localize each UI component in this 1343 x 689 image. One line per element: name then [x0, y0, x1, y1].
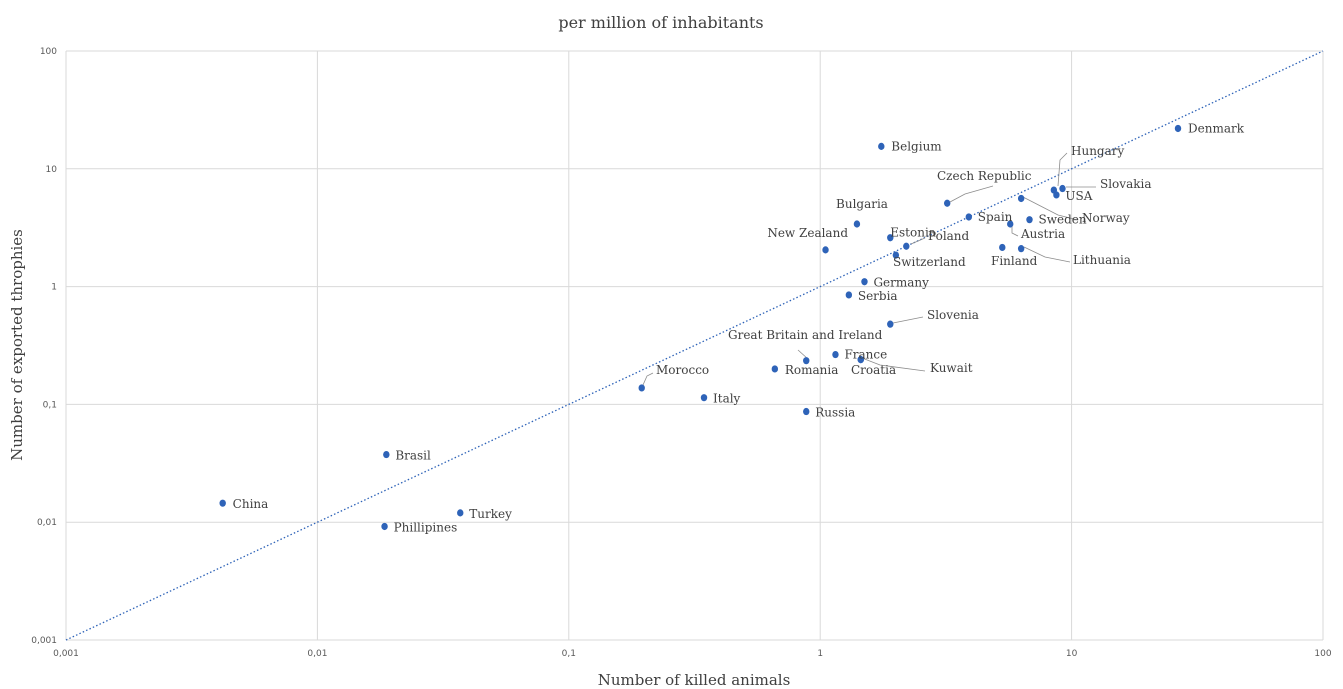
- label-brasil: Brasil: [395, 449, 431, 463]
- label-croatia: Croatia: [851, 363, 896, 377]
- point-france: [832, 350, 839, 359]
- label-phillipines: Phillipines: [394, 520, 458, 534]
- label-kuwait: Kuwait: [930, 361, 973, 375]
- label-sweden: Sweden: [1038, 213, 1086, 227]
- point-poland: [903, 242, 910, 250]
- label-austria: Austria: [1020, 227, 1065, 241]
- label-belgium: Belgium: [891, 139, 942, 153]
- label-russia: Russia: [815, 406, 855, 420]
- grid-lines: [65, 50, 1324, 641]
- label-china: China: [233, 497, 269, 511]
- label-morocco: Morocco: [656, 363, 709, 377]
- label-switzerland: Switzerland: [893, 255, 966, 269]
- y-tick-label: 100: [40, 47, 57, 57]
- label-slovakia: Slovakia: [1100, 177, 1151, 191]
- point-finland: [999, 243, 1006, 252]
- point-denmark: [1174, 124, 1182, 133]
- point-lithuania: [1017, 245, 1025, 253]
- point-germany: [861, 278, 868, 286]
- label-norway: Norway: [1082, 211, 1130, 225]
- label-new-zealand: New Zealand: [767, 226, 848, 240]
- label-france: France: [844, 348, 887, 362]
- y-tick-label: 0,1: [43, 400, 57, 410]
- label-estonia: Estonia: [890, 226, 936, 240]
- y-tick-label: 0,001: [31, 636, 57, 646]
- point-norway: [1017, 194, 1025, 203]
- label-slovenia: Slovenia: [927, 308, 979, 322]
- trendline: [65, 50, 1324, 641]
- leader-lines: [642, 152, 1096, 386]
- point-morocco: [638, 384, 645, 392]
- label-italy: Italy: [713, 392, 741, 406]
- leader-line-lithuania: [1023, 246, 1071, 263]
- trendline-group: [65, 50, 1324, 641]
- point-bulgaria: [853, 220, 861, 228]
- label-serbia: Serbia: [858, 289, 898, 303]
- x-tick-label: 0,01: [307, 649, 327, 659]
- label-romania: Romania: [785, 363, 839, 377]
- point-slovenia: [887, 320, 894, 328]
- point-spain: [965, 213, 972, 221]
- label-finland: Finland: [991, 254, 1038, 268]
- point-serbia: [845, 291, 853, 299]
- leader-line-hungary: [1057, 152, 1068, 187]
- leader-line-slovenia: [892, 316, 924, 324]
- y-axis-label: Number of exported throphies: [8, 229, 26, 461]
- point-new-zealand: [822, 246, 829, 254]
- point-usa: [1053, 191, 1060, 199]
- x-tick-label: 100: [1314, 649, 1331, 659]
- label-czech-republic: Czech Republic: [937, 169, 1032, 183]
- point-phillipines: [381, 522, 388, 531]
- x-axis-label: Number of killed animals: [598, 671, 791, 689]
- leader-line-morocco: [642, 372, 654, 386]
- label-spain: Spain: [978, 210, 1013, 224]
- label-turkey: Turkey: [469, 507, 512, 521]
- label-hungary: Hungary: [1071, 144, 1124, 158]
- y-tick-label: 10: [46, 165, 58, 175]
- label-germany: Germany: [873, 276, 929, 290]
- x-tick-label: 0,001: [53, 649, 79, 659]
- point-austria: [1007, 220, 1014, 228]
- label-lithuania: Lithuania: [1073, 253, 1131, 267]
- point-great-britain-and-ireland: [803, 357, 810, 365]
- x-tick-label: 10: [1066, 649, 1078, 659]
- point-italy: [700, 394, 708, 402]
- data-points: [219, 124, 1182, 531]
- leader-line-norway: [1022, 196, 1079, 221]
- point-romania: [771, 365, 779, 373]
- x-tick-label: 1: [817, 649, 823, 659]
- point-switzerland: [892, 251, 900, 259]
- point-croatia: [857, 356, 864, 364]
- label-poland: Poland: [928, 229, 970, 243]
- point-russia: [803, 407, 810, 416]
- leader-line-poland: [910, 237, 926, 245]
- label-denmark: Denmark: [1188, 121, 1245, 135]
- y-tick-label: 0,01: [37, 518, 57, 528]
- x-tick-label: 0,1: [562, 649, 576, 659]
- leader-line-kuwait: [861, 357, 926, 372]
- point-sweden: [1026, 216, 1033, 224]
- tick-labels: 0,001 0,01 0,1 1 10 100 0,001 0,01 0,1 1 10 100: [31, 47, 1332, 659]
- y-tick-label: 1: [51, 283, 57, 293]
- point-czech-republic: [943, 199, 951, 207]
- label-usa: USA: [1065, 189, 1092, 203]
- point-belgium: [878, 142, 885, 150]
- point-brasil: [383, 450, 390, 459]
- leader-line-czech-republic: [949, 185, 994, 203]
- point-slovakia: [1059, 184, 1066, 193]
- point-turkey: [457, 509, 464, 517]
- point-labels: Denmark Belgium Hungary Slovakia USA Czech Re…: [233, 121, 1245, 534]
- label-great-britain-and-ireland: Great Britain and Ireland: [728, 328, 883, 342]
- label-bulgaria: Bulgaria: [836, 197, 888, 211]
- point-china: [219, 499, 226, 507]
- point-estonia: [887, 234, 894, 242]
- chart-title: per million of inhabitants: [558, 13, 763, 32]
